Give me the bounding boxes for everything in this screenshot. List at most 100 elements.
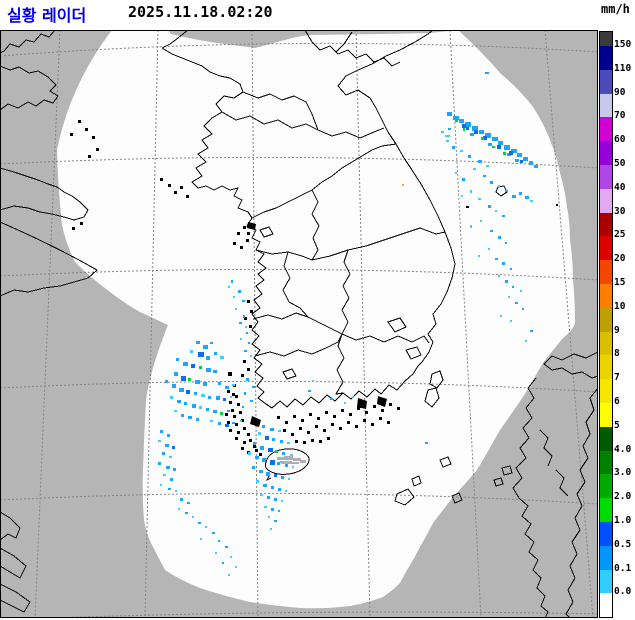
precip-cell xyxy=(158,462,161,465)
precip-cell xyxy=(505,190,508,192)
precip-cell xyxy=(490,230,493,232)
precip-cell xyxy=(259,470,263,473)
legend-segment xyxy=(600,46,612,70)
precip-cell xyxy=(447,112,452,116)
precip-cell xyxy=(465,122,471,127)
precip-cell xyxy=(196,418,199,421)
precip-cell xyxy=(174,372,178,376)
precip-cell xyxy=(265,436,269,440)
precip-cell xyxy=(218,540,220,542)
precip-cell xyxy=(523,157,528,161)
precip-cell xyxy=(172,446,175,449)
precip-cell xyxy=(232,393,235,396)
precip-cell xyxy=(233,296,235,298)
precip-cell xyxy=(463,128,465,131)
precip-cell xyxy=(216,396,220,400)
precip-cell xyxy=(213,410,217,413)
legend-segment xyxy=(600,522,612,546)
precip-cell xyxy=(243,315,245,318)
precip-cell xyxy=(498,236,501,239)
precip-cell xyxy=(280,440,283,443)
precip-cell xyxy=(485,133,491,138)
precip-cell xyxy=(460,150,463,152)
precip-cell xyxy=(275,450,278,453)
precip-cell xyxy=(225,386,229,389)
province-boundaries xyxy=(221,31,446,395)
legend-unit-label: mm/h xyxy=(601,2,630,16)
precip-cell xyxy=(285,464,288,467)
precip-cell xyxy=(239,322,242,324)
precip-cell xyxy=(201,394,205,397)
precip-cell xyxy=(195,380,200,384)
precip-cell xyxy=(244,392,246,395)
precip-cell xyxy=(170,396,173,399)
precip-cell xyxy=(352,396,354,398)
precip-cell xyxy=(483,136,487,140)
precip-cell xyxy=(515,302,518,304)
precip-cell xyxy=(446,140,449,142)
precip-cell xyxy=(174,410,177,412)
precip-cell xyxy=(200,538,202,540)
precip-cell xyxy=(274,520,277,522)
precip-cell xyxy=(268,448,273,452)
precip-cell xyxy=(165,380,168,383)
legend-tick-label: 0.5 xyxy=(614,538,632,550)
precip-cell xyxy=(184,402,187,405)
precip-cell xyxy=(270,528,272,530)
precip-cell xyxy=(312,380,314,382)
precip-cell xyxy=(308,390,311,392)
precip-cell xyxy=(473,168,476,170)
precip-cell xyxy=(206,408,209,411)
precip-cell xyxy=(228,286,230,288)
precip-cell xyxy=(509,151,513,155)
precip-cell xyxy=(262,425,265,428)
precip-cell xyxy=(213,370,217,373)
legend-tick-label: 8 xyxy=(614,348,620,360)
precip-cell xyxy=(206,368,211,372)
precip-cell xyxy=(225,424,229,427)
precip-cell xyxy=(232,422,235,424)
precip-cell xyxy=(253,442,256,445)
precip-cell xyxy=(173,468,176,471)
precip-cell xyxy=(185,512,188,514)
legend-tick-label: 60 xyxy=(614,134,626,146)
legend-tick-label: 7 xyxy=(614,372,620,384)
precipitation-echoes xyxy=(158,72,558,576)
precip-cell xyxy=(240,420,242,422)
legend-segment xyxy=(600,569,612,594)
legend-tick-label: 3.0 xyxy=(614,467,632,479)
precip-cell xyxy=(244,350,247,352)
legend-segment xyxy=(600,403,612,427)
legend-tick-label: 6 xyxy=(614,396,620,407)
precip-cell xyxy=(486,165,489,167)
precip-cell xyxy=(466,206,469,208)
precip-cell xyxy=(522,308,524,310)
legend-tick-label: 30 xyxy=(614,205,626,217)
precip-cell xyxy=(479,130,484,134)
observation-timestamp: 2025.11.18.02:20 xyxy=(128,3,273,21)
legend-tick-label: 9 xyxy=(614,324,620,336)
precip-cell xyxy=(274,498,277,501)
precip-cell xyxy=(488,205,491,208)
precip-cell xyxy=(278,488,281,491)
precip-cell xyxy=(191,364,195,368)
precip-cell xyxy=(198,352,204,357)
precip-cell xyxy=(515,159,519,162)
precip-cell xyxy=(512,195,516,198)
precip-cell xyxy=(445,135,450,137)
precip-cell xyxy=(495,258,498,260)
precip-cell xyxy=(270,428,274,431)
legend-tick-label: 70 xyxy=(614,110,626,122)
legend-tick-label: 5 xyxy=(614,419,620,431)
precip-cell xyxy=(267,496,270,499)
precip-cell xyxy=(529,161,533,165)
precip-cell xyxy=(186,390,190,394)
precip-cell xyxy=(520,160,523,163)
precip-cell xyxy=(282,452,285,455)
precip-cell xyxy=(252,466,255,469)
precip-cell xyxy=(168,488,171,490)
precip-cell xyxy=(525,340,527,342)
legend-tick-label: 0.1 xyxy=(614,562,632,574)
precip-cell xyxy=(181,414,184,417)
precip-cell xyxy=(455,119,458,122)
